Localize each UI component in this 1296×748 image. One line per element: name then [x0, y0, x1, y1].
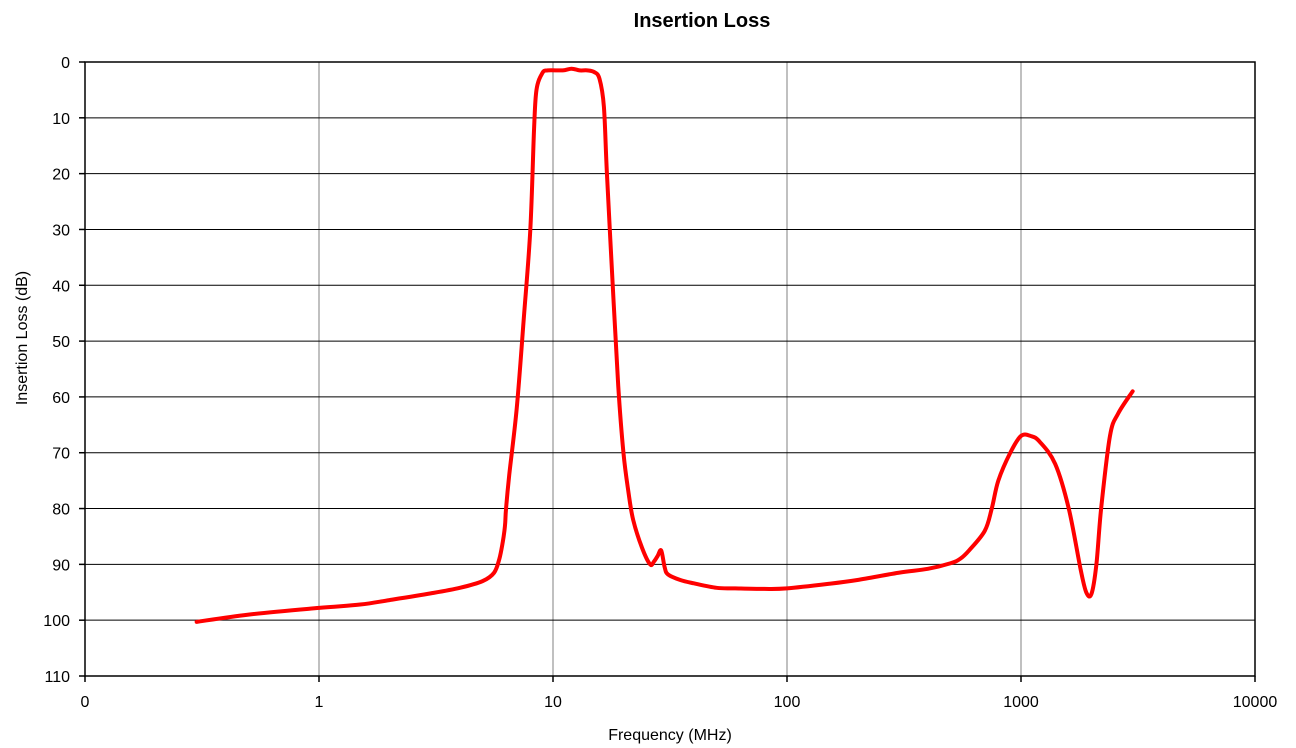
x-tick-label: 10: [544, 694, 562, 711]
chart-title: Insertion Loss: [634, 10, 771, 32]
y-tick-label: 60: [52, 390, 70, 407]
y-tick-label: 40: [52, 278, 70, 295]
y-tick-label: 110: [44, 669, 70, 686]
y-tick-label: 20: [52, 167, 70, 184]
x-tick-label: 1000: [1003, 694, 1039, 711]
x-tick-label: 0: [81, 694, 90, 711]
x-tick-label: 100: [774, 694, 801, 711]
series-line: [194, 66, 1135, 624]
y-tick-label: 10: [52, 111, 70, 128]
y-tick-label: 90: [52, 557, 70, 574]
y-tick-label: 0: [61, 55, 70, 72]
y-tick-label: 100: [43, 613, 70, 630]
plot-area-frame: [84, 61, 1256, 677]
grid-lines: [85, 62, 1255, 676]
x-tick-label: 1: [315, 694, 324, 711]
y-tick-label: 80: [52, 502, 70, 519]
x-axis-label: Frequency (MHz): [608, 727, 732, 744]
x-tick-label: 10000: [1233, 694, 1278, 711]
x-axis-ticks: 0 1 10 100 1000 10000: [81, 676, 1278, 711]
y-axis-ticks: 0 10 20 30 40 50 60 70 80 90 100 110: [43, 55, 85, 686]
y-tick-label: 50: [52, 334, 70, 351]
y-tick-label: 70: [52, 446, 70, 463]
y-axis-label: Insertion Loss (dB): [14, 271, 31, 405]
y-tick-label: 30: [52, 222, 70, 239]
